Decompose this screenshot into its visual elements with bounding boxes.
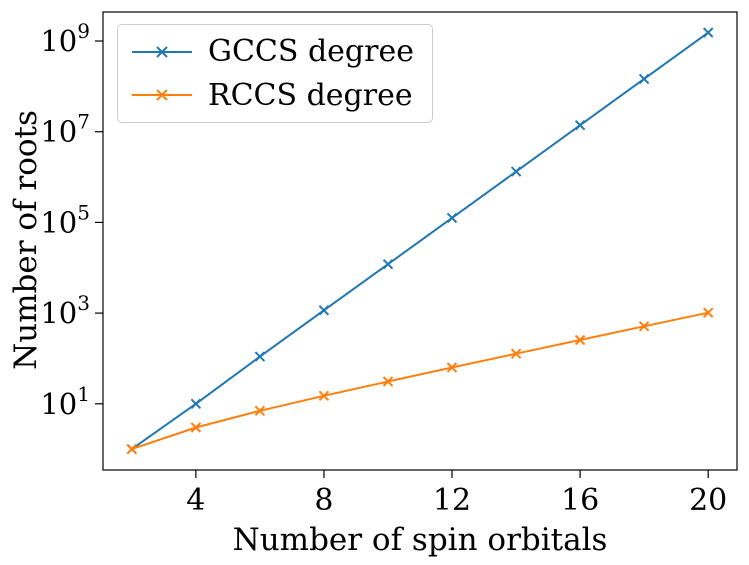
series-line-rccs — [131, 311, 709, 451]
x-tick-label: 16 — [561, 483, 599, 518]
axes-spines — [102, 11, 738, 471]
series-markers-rccs — [126, 307, 714, 455]
y-tick-label: 109 — [40, 19, 90, 58]
gccs-line-swatch-icon — [132, 46, 192, 58]
y-axis-label: Number of roots — [8, 110, 44, 370]
legend-entry-gccs: GCCS degree — [130, 33, 414, 71]
x-axis-label: Number of spin orbitals — [232, 522, 608, 558]
legend-label: GCCS degree — [208, 34, 414, 69]
y-tick-label: 107 — [40, 110, 90, 149]
rccs-line-swatch-icon — [132, 89, 192, 101]
y-tick-label: 103 — [40, 291, 90, 330]
legend-entry-rccs: RCCS degree — [130, 77, 414, 115]
legend: GCCS degree RCCS degree — [117, 24, 433, 123]
series-line-gccs — [131, 31, 709, 450]
x-tick-label: 4 — [186, 483, 205, 518]
y-tick-label: 101 — [40, 382, 90, 421]
x-tick-label: 8 — [314, 483, 333, 518]
y-tick-label: 105 — [40, 200, 90, 239]
legend-label: RCCS degree — [208, 77, 413, 113]
x-tick-label: 12 — [433, 483, 471, 518]
x-tick-label: 20 — [689, 483, 727, 518]
